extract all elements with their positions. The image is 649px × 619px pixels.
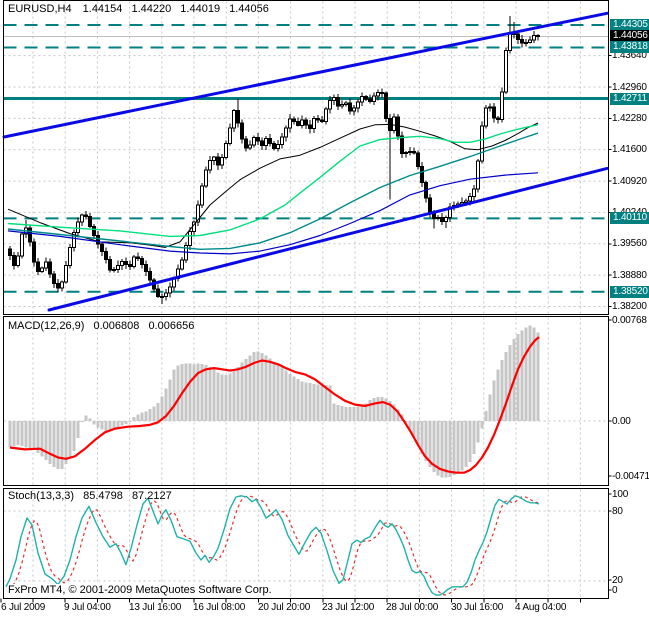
ma-slow-blue [7,172,539,255]
time-axis-label: 13 Jul 16:00 [129,602,182,613]
time-axis-label: 28 Jul 00:00 [386,602,439,613]
time-axis-label: 16 Jul 08:00 [193,602,246,613]
macd-value-main: 0.006808 [93,320,140,332]
price-axis-label: 1.40920 [612,175,647,187]
macd-axis-label: -0.00471 [612,470,649,482]
stoch-main-line [5,495,540,596]
moving-averages-layer [7,122,539,255]
level-price-tag: 1.42711 [610,92,649,105]
macd-signal-line [9,336,540,474]
time-axis-label: 23 Jul 12:00 [322,602,375,613]
price-axis-label: 1.41600 [612,144,647,156]
level-price-tag: 1.40110 [610,212,649,225]
time-axis-label: 9 Jul 04:00 [64,602,111,613]
ma-teal [7,132,539,251]
macd-indicator-label: MACD(12,26,9) 0.006808 0.006656 [8,320,200,332]
chart-title: EURUSD,H4 1.44154 1.44220 1.44019 1.4405… [8,3,275,15]
price-axis-label: 1.42960 [612,81,647,93]
macd-layer [8,325,540,478]
level-price-tag: 1.44305 [610,19,649,32]
ma-fast-black [7,122,539,248]
price-axis-label: 1.42280 [612,112,647,124]
candles-layer [8,16,540,305]
stoch-signal-line [12,495,539,596]
stoch-value-main: 85.4798 [83,490,123,502]
price-axis-label: 1.38880 [612,269,647,281]
macd-panel-border [3,316,609,486]
ma-green [7,124,539,238]
macd-value-signal: 0.006656 [148,320,195,332]
current-price-tag: 1.44056 [610,30,649,43]
time-axis-label: 6 Jul 2009 [1,602,46,613]
stoch-value-signal: 87.2127 [131,490,172,502]
level-price-tag: 1.38520 [610,285,649,298]
price-levels-layer [3,24,609,293]
stoch-panel-border [3,488,609,599]
stoch-axis-label: 100 [612,488,629,500]
copyright-text: FxPro MT4, © 2001-2009 MetaQuotes Softwa… [8,584,275,597]
symbol-period: EURUSD,H4 [8,3,72,15]
price-axis-label: 1.38200 [612,300,647,312]
price-axis-label: 1.39560 [612,238,647,250]
channel-layer [2,11,609,312]
ohlc-open: 1.44154 [82,3,123,15]
panel-borders [0,0,612,603]
macd-axis-label: 0.00 [612,415,631,427]
stoch-indicator-label: Stoch(13,3,3) 85.4798 87.2127 [8,490,178,502]
ohlc-low: 1.44019 [180,3,221,15]
stoch-axis-label: 20 [612,574,623,586]
stoch-axis-label: 80 [612,505,623,517]
stoch-layer [5,495,540,596]
stoch-axis-label: 0 [612,584,618,596]
level-price-tag: 1.43818 [610,41,649,54]
ohlc-close: 1.44056 [229,3,269,15]
stoch-name: Stoch(13,3,3) [8,490,75,502]
time-axis-label: 4 Aug 04:00 [515,602,567,613]
time-axis-label: 20 Jul 20:00 [258,602,311,613]
main-panel-border [3,0,609,315]
price-axis-label: 1.43640 [612,50,647,62]
time-axis-label: 30 Jul 16:00 [451,602,504,613]
ohlc-high: 1.44220 [131,3,172,15]
macd-name: MACD(12,26,9) [8,320,85,332]
macd-axis-label: 0.00768 [612,314,647,326]
